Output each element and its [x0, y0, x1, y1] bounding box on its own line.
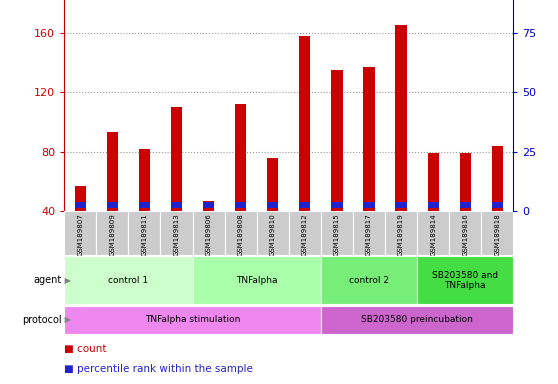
Bar [460, 153, 471, 211]
Text: TNFalpha: TNFalpha [236, 276, 277, 285]
Bar [417, 211, 449, 255]
Bar [161, 211, 193, 255]
Bar [492, 146, 503, 211]
Text: GSM189806: GSM189806 [205, 213, 211, 256]
Text: GSM189809: GSM189809 [109, 213, 116, 256]
Bar [321, 257, 417, 304]
Text: GSM189816: GSM189816 [462, 213, 468, 256]
Bar [193, 211, 224, 255]
Text: agent: agent [33, 275, 61, 285]
Text: GSM189807: GSM189807 [77, 213, 83, 256]
Bar [75, 202, 86, 208]
Bar [97, 211, 128, 255]
Bar [171, 202, 182, 208]
Bar [267, 158, 278, 211]
Bar [75, 186, 86, 211]
Bar [331, 70, 343, 211]
Bar [492, 202, 503, 208]
Bar [107, 202, 118, 208]
Bar [396, 25, 407, 211]
Bar [257, 211, 289, 255]
Text: GSM189810: GSM189810 [270, 213, 276, 256]
Bar [331, 202, 343, 208]
Text: GSM189812: GSM189812 [302, 213, 308, 256]
Bar [235, 202, 246, 208]
Text: ▶: ▶ [62, 276, 71, 285]
Text: GSM189811: GSM189811 [141, 213, 147, 256]
Bar [139, 149, 150, 211]
Text: SB203580 preincubation: SB203580 preincubation [361, 315, 473, 324]
Text: GSM189808: GSM189808 [238, 213, 244, 256]
Text: GSM189817: GSM189817 [366, 213, 372, 256]
Bar [299, 202, 310, 208]
Bar [460, 202, 471, 208]
Text: GSM189819: GSM189819 [398, 213, 404, 256]
Bar [353, 211, 385, 255]
Text: ■ count: ■ count [64, 344, 107, 354]
Bar [299, 36, 310, 211]
Bar [203, 202, 214, 208]
Bar [427, 202, 439, 208]
Bar [363, 67, 374, 211]
Bar [128, 211, 161, 255]
Bar [267, 202, 278, 208]
Text: GSM189813: GSM189813 [174, 213, 180, 256]
Text: control 2: control 2 [349, 276, 389, 285]
Bar [193, 257, 321, 304]
Bar [481, 211, 513, 255]
Bar [427, 153, 439, 211]
Bar [171, 107, 182, 211]
Text: SB203580 and
TNFalpha: SB203580 and TNFalpha [432, 271, 498, 290]
Bar [321, 211, 353, 255]
Bar [224, 211, 257, 255]
Bar [321, 306, 513, 333]
Bar [417, 257, 513, 304]
Text: GSM189815: GSM189815 [334, 213, 340, 256]
Text: GSM189818: GSM189818 [494, 213, 501, 256]
Bar [107, 132, 118, 211]
Bar [139, 202, 150, 208]
Bar [363, 202, 374, 208]
Bar [385, 211, 417, 255]
Bar [64, 211, 96, 255]
Text: ■ percentile rank within the sample: ■ percentile rank within the sample [64, 364, 253, 374]
Text: ▶: ▶ [62, 315, 71, 324]
Bar [289, 211, 321, 255]
Bar [203, 201, 214, 211]
Text: protocol: protocol [22, 314, 61, 325]
Bar [449, 211, 481, 255]
Bar [64, 257, 193, 304]
Text: TNFalpha stimulation: TNFalpha stimulation [145, 315, 240, 324]
Text: GSM189814: GSM189814 [430, 213, 436, 256]
Bar [396, 202, 407, 208]
Text: control 1: control 1 [108, 276, 148, 285]
Bar [235, 104, 246, 211]
Bar [64, 306, 321, 333]
